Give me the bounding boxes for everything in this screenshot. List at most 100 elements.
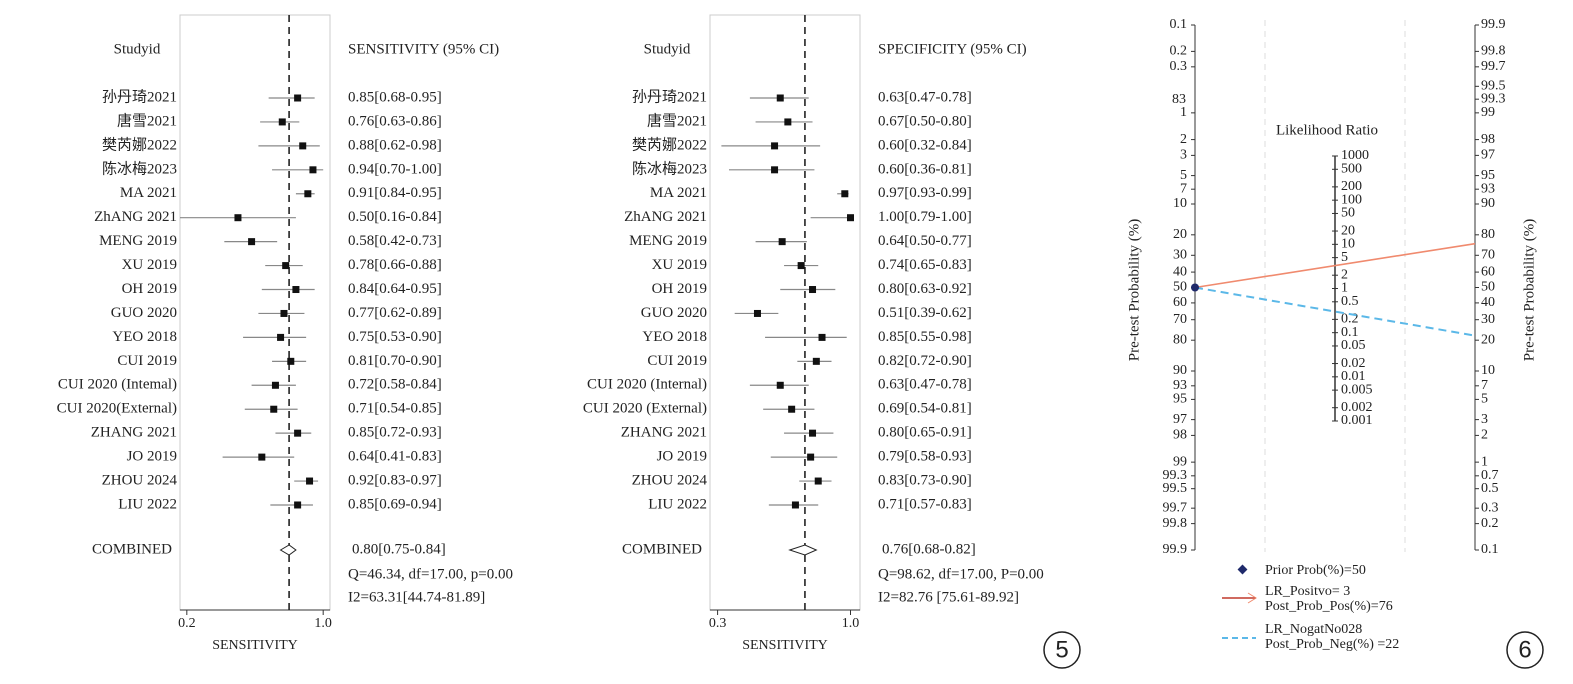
y-tick-label: 50	[1173, 280, 1187, 295]
point-estimate	[292, 286, 300, 294]
point-estimate	[282, 262, 290, 270]
y-tick-label: 0.3	[1170, 59, 1188, 74]
y2-tick-label: 3	[1481, 412, 1488, 427]
estimate-label: 0.51[0.39-0.62]	[878, 305, 972, 321]
estimate-label: 0.84[0.64-0.95]	[348, 281, 442, 297]
study-label: YEO 2018	[112, 329, 177, 345]
x-tick-label: 0.2	[178, 616, 196, 631]
study-label: CUI 2020 (Intemal)	[58, 377, 177, 393]
y-tick-label: 5	[1180, 168, 1187, 183]
y2-tick-label: 1	[1481, 454, 1488, 469]
heterogeneity-stat: I2=82.76 [75.61-89.92]	[878, 589, 1019, 605]
estimate-label: 0.64[0.41-0.83]	[348, 449, 442, 465]
estimate-label: 0.85[0.69-0.94]	[348, 496, 442, 512]
point-estimate	[809, 429, 817, 437]
estimate-label: 0.85[0.68-0.95]	[348, 89, 442, 105]
y-tick-label: 10	[1173, 196, 1187, 211]
study-label: GUO 2020	[111, 305, 177, 321]
y-tick-label: 70	[1173, 312, 1187, 327]
y-tick-label: 7	[1180, 181, 1187, 196]
y2-tick-label: 93	[1481, 181, 1495, 196]
lr-tick-label: 0.05	[1341, 338, 1366, 353]
lr-tick-label: 100	[1341, 192, 1362, 207]
lr-tick-label: 200	[1341, 179, 1362, 194]
estimate-label: 0.72[0.58-0.84]	[348, 377, 442, 393]
y2-tick-label: 0.5	[1481, 481, 1499, 496]
estimate-label: 0.97[0.93-0.99]	[878, 185, 972, 201]
panel-label: 6	[1518, 636, 1531, 663]
lr-tick-label: 0.002	[1341, 400, 1373, 415]
estimate-label: 0.75[0.53-0.90]	[348, 329, 442, 345]
estimate-label: 0.80[0.63-0.92]	[878, 281, 972, 297]
combined-diamond	[279, 544, 297, 556]
study-label: 陈冰梅2023	[102, 159, 177, 177]
estimate-label: 0.77[0.62-0.89]	[348, 305, 442, 321]
study-label: XU 2019	[652, 257, 707, 273]
y2-tick-label: 80	[1481, 227, 1495, 242]
estimate-label: 0.64[0.50-0.77]	[878, 233, 972, 249]
legend-label: LR_Positvo= 3	[1265, 584, 1350, 599]
combined-estimate: 0.80[0.75-0.84]	[352, 541, 446, 557]
y2-tick-label: 50	[1481, 280, 1495, 295]
point-estimate	[847, 214, 855, 222]
study-label: ZHANG 2021	[621, 425, 707, 441]
y2-tick-label: 99	[1481, 105, 1495, 120]
estimate-header: SPECIFICITY (95% CI)	[878, 41, 1027, 57]
study-label: MENG 2019	[99, 233, 177, 249]
y-axis-title: Pre-test Probability (%)	[1126, 219, 1142, 361]
legend-label: Prior Prob(%)=50	[1265, 563, 1366, 578]
estimate-label: 0.69[0.54-0.81]	[878, 401, 972, 417]
lr-tick-label: 5	[1341, 250, 1348, 265]
prior-point	[1191, 283, 1199, 292]
lr-tick-label: 0.02	[1341, 356, 1366, 371]
lr-tick-label: 1	[1341, 281, 1348, 296]
estimate-label: 0.67[0.50-0.80]	[878, 113, 972, 129]
point-estimate	[776, 94, 784, 102]
point-estimate	[814, 477, 822, 485]
estimate-label: 0.81[0.70-0.90]	[348, 353, 442, 369]
y-tick-label: 95	[1173, 392, 1187, 407]
panel-circle	[1043, 631, 1081, 669]
estimate-label: 0.63[0.47-0.78]	[878, 89, 972, 105]
estimate-label: 0.71[0.54-0.85]	[348, 401, 442, 417]
y2-axis-title: Pre-test Probability (%)	[1521, 219, 1537, 361]
study-label: CUI 2020 (Internal)	[587, 377, 707, 393]
point-estimate	[278, 118, 286, 126]
y2-tick-label: 99.8	[1481, 44, 1506, 59]
y-tick-label: 80	[1173, 332, 1187, 347]
estimate-label: 0.74[0.65-0.83]	[878, 257, 972, 273]
study-label: JO 2019	[127, 449, 177, 465]
point-estimate	[797, 262, 805, 270]
study-label: 樊芮娜2022	[632, 136, 707, 153]
estimate-label: 0.82[0.72-0.90]	[878, 353, 972, 369]
y-tick-label: 90	[1173, 363, 1187, 378]
y2-tick-label: 0.7	[1481, 468, 1499, 483]
y2-tick-label: 60	[1481, 264, 1495, 279]
point-estimate	[277, 333, 285, 341]
estimate-label: 0.83[0.73-0.90]	[878, 472, 972, 488]
study-label: XU 2019	[122, 257, 177, 273]
estimate-label: 0.60[0.32-0.84]	[878, 137, 972, 153]
point-estimate	[771, 166, 779, 174]
estimate-header: SENSITIVITY (95% CI)	[348, 41, 499, 57]
lr-tick-label: 500	[1341, 162, 1362, 177]
study-label: 孙丹琦2021	[102, 88, 177, 105]
study-label: 唐雪2021	[117, 112, 177, 129]
study-label: LIU 2022	[648, 496, 707, 512]
point-estimate	[812, 357, 820, 365]
combined-label: COMBINED	[92, 541, 172, 557]
study-label: LIU 2022	[118, 496, 177, 512]
y-tick-label: 99.9	[1163, 542, 1188, 557]
estimate-label: 0.80[0.65-0.91]	[878, 425, 972, 441]
study-label: OH 2019	[652, 281, 707, 297]
y-tick-label: 60	[1173, 295, 1187, 310]
point-estimate	[294, 429, 302, 437]
study-label: JO 2019	[657, 449, 707, 465]
study-label: 唐雪2021	[647, 112, 707, 129]
study-label: ZhANG 2021	[624, 209, 707, 225]
point-estimate	[771, 142, 779, 150]
panel-circle	[1506, 631, 1544, 669]
heterogeneity-stat: I2=63.31[44.74-81.89]	[348, 589, 485, 605]
estimate-label: 1.00[0.79-1.00]	[878, 209, 972, 225]
